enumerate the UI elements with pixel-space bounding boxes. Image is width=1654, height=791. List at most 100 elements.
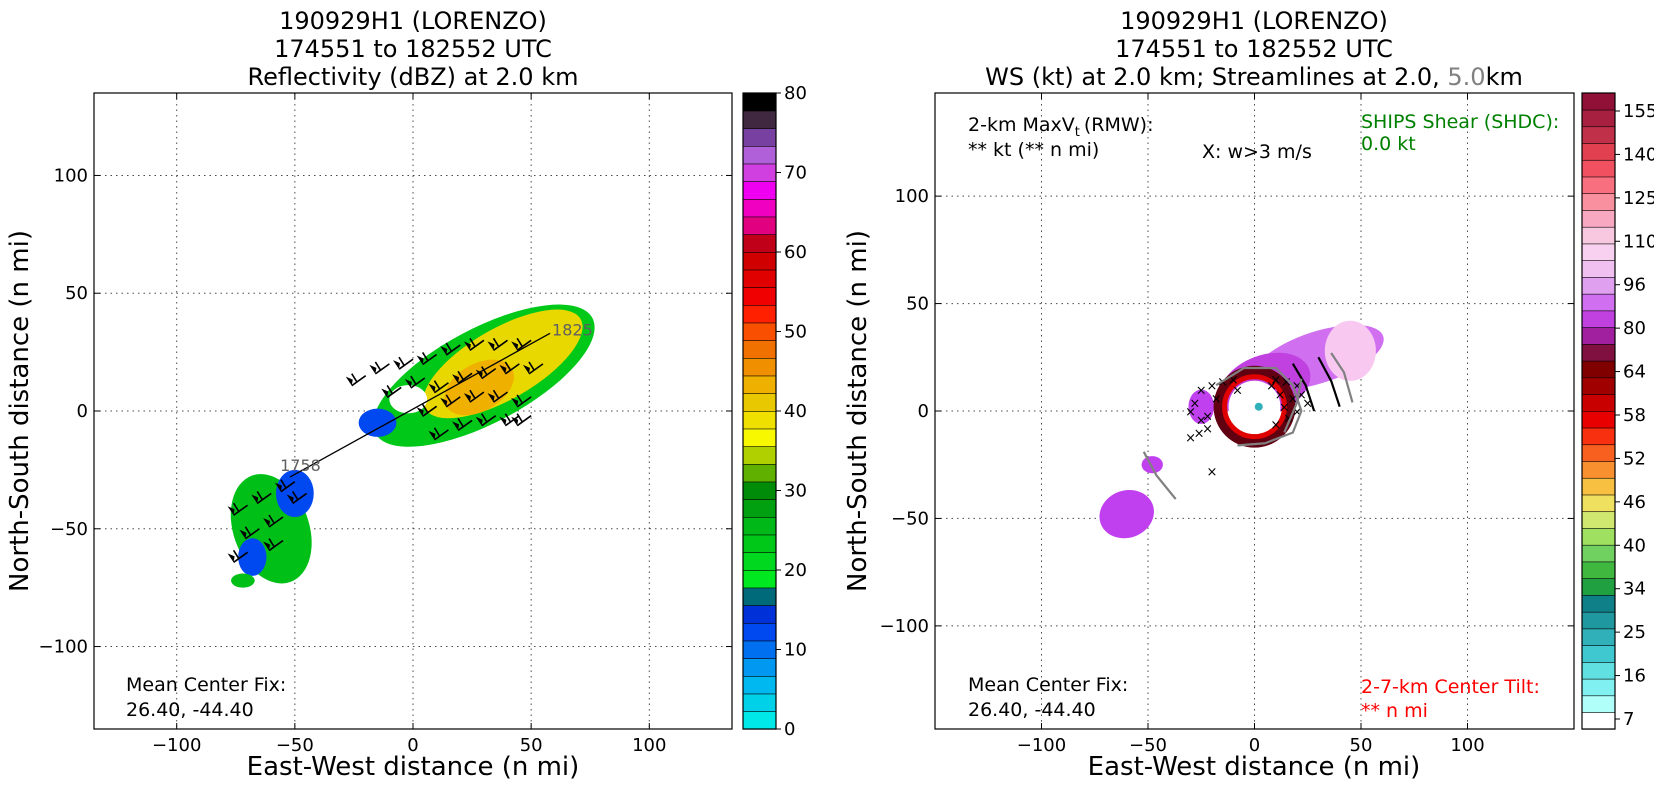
wind-barb-feather (433, 427, 441, 437)
left-echo-layer (227, 304, 595, 588)
wind-barb-feather (256, 491, 263, 500)
colorbar-tick-label: 30 (784, 481, 807, 502)
wind-barb-flag (487, 341, 495, 351)
wind-barb-flag (274, 482, 282, 492)
reflectivity-panel: 190929H1 (LORENZO) 174551 to 182552 UTC … (5, 7, 807, 782)
y-tick-label: 100 (54, 165, 88, 186)
colorbar-segment (1581, 711, 1616, 730)
wind-barb-feather (433, 380, 441, 390)
wind-barb (404, 375, 426, 389)
colorbar-segment (742, 216, 777, 235)
colorbar-tick-label: 7 (1623, 709, 1634, 730)
colorbar-segment (742, 516, 777, 536)
colorbar-segment (1581, 527, 1616, 546)
colorbar-segment (742, 163, 777, 182)
colorbar-segment (742, 552, 777, 571)
colorbar-segment (1581, 126, 1616, 144)
colorbar-segment (742, 410, 777, 430)
x-tick-label: −100 (152, 735, 201, 756)
wind-barb (452, 370, 473, 384)
wind-barb-feather (469, 389, 476, 399)
updraft-x-mark: × (1202, 422, 1213, 437)
wind-barb (487, 389, 508, 403)
colorbar-segment (1581, 511, 1616, 529)
wind-barb-flag (286, 494, 294, 504)
x-tick-label: 0 (407, 735, 418, 756)
wind-barb-flag (263, 518, 271, 527)
x-tick-label: −50 (276, 735, 314, 756)
wind-barb-staff (433, 382, 449, 394)
wind-barb (463, 389, 485, 403)
colorbar-segment (742, 393, 777, 412)
colorbar-segment (1581, 594, 1616, 613)
colorbar-segment (742, 481, 777, 500)
left-title-line3: Reflectivity (dBZ) at 2.0 km (248, 63, 579, 91)
updraft-x-mark: × (1196, 414, 1207, 429)
wind-barb-staff (469, 339, 485, 351)
wind-barb-feather (244, 526, 252, 536)
x-tick-label: 100 (632, 735, 666, 756)
updraft-x-mark: × (1185, 405, 1196, 420)
wind-barb-feather (232, 549, 240, 559)
updraft-x-mark: × (1270, 373, 1281, 388)
wind-barb-feather (457, 370, 464, 380)
wind-barb-staff (445, 396, 461, 408)
wind-barb-feather (481, 366, 488, 376)
wind-barb-flag (416, 407, 424, 417)
reflectivity-colorbar: 0 10 20 30 40 50 60 70 80 (742, 83, 807, 740)
colorbar-segment (1581, 276, 1616, 295)
right-title-line3: WS (kt) at 2.0 km; Streamlines at 2.0, 5… (985, 63, 1523, 91)
colorbar-tick-label: 110 (1623, 231, 1654, 252)
wind-barb-flag (440, 397, 448, 407)
wind-barb-flag (522, 364, 530, 374)
x-tick-label: 50 (520, 735, 543, 756)
wind-barb-staff (351, 375, 367, 387)
wind-barb-staff (374, 363, 390, 375)
eye-clear-region (389, 385, 428, 414)
left-xlabel: East-West distance (n mi) (247, 752, 580, 782)
colorbar-tick-label: 70 (784, 163, 807, 184)
colorbar-tick-label: 80 (784, 83, 807, 104)
x-tick-label: 50 (1350, 735, 1373, 756)
wind-barb-staff (493, 391, 508, 403)
maxv-label: 2-km MaxVt (RMW): (968, 114, 1154, 140)
y-tick-label: 100 (895, 186, 929, 207)
data-region (1099, 489, 1154, 539)
colorbar-segment (1581, 611, 1616, 630)
colorbar-tick-label: 140 (1623, 144, 1654, 165)
wind-speed-panel: 190929H1 (LORENZO) 174551 to 182552 UTC … (843, 7, 1654, 782)
colorbar-segment (742, 463, 777, 483)
colorbar-segment (1581, 561, 1616, 579)
eye-clear-region (1228, 380, 1281, 433)
wind-barb-feather (469, 337, 476, 347)
wind-barb-feather (374, 361, 382, 371)
wind-barb (487, 337, 508, 351)
wind-barb-flag (345, 376, 353, 386)
right-streamline-layer (1142, 352, 1354, 500)
wind-barb-staff (493, 339, 508, 351)
colorbar-segment (1581, 444, 1616, 462)
right-title-line3-gray: 5.0 (1447, 63, 1485, 91)
wind-barb-staff (516, 415, 532, 427)
wind-barb-staff (233, 551, 249, 563)
updraft-x-mark: × (1287, 392, 1298, 407)
updraft-x-mark: × (1189, 396, 1200, 411)
colorbar-segment (1581, 427, 1616, 446)
colorbar-segment (1581, 226, 1616, 245)
wind-barb (499, 361, 520, 375)
right-center-fix-value: 26.40, -44.40 (968, 699, 1096, 721)
y-tick-label: 0 (918, 401, 929, 422)
colorbar-segment (1581, 109, 1616, 128)
right-title-line1: 190929H1 (LORENZO) (1120, 7, 1388, 35)
updraft-x-mark: × (1202, 409, 1213, 424)
colorbar-segment (742, 287, 777, 306)
right-center-fix-label: Mean Center Fix: (968, 674, 1128, 696)
wind-barb (416, 352, 438, 366)
wind-barb (393, 356, 414, 370)
data-region (231, 573, 255, 588)
shear-label: SHIPS Shear (SHDC): (1361, 111, 1559, 133)
updraft-x-mark: × (1281, 375, 1292, 390)
updraft-x-mark: × (1211, 392, 1222, 407)
colorbar-segment (1581, 343, 1616, 362)
colorbar-segment (1581, 243, 1616, 261)
